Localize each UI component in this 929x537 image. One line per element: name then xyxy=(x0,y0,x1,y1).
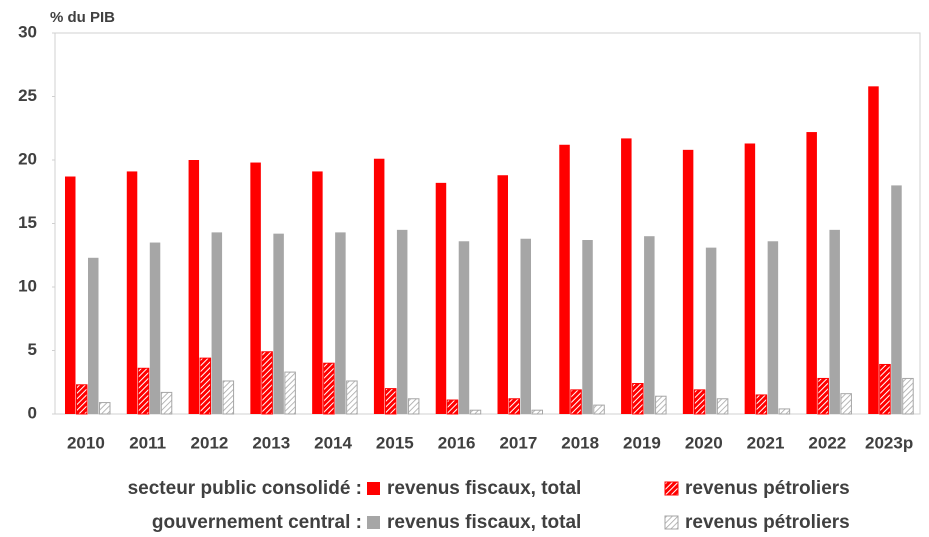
bar xyxy=(497,175,508,414)
plot-border xyxy=(54,32,921,415)
bar xyxy=(644,236,655,414)
bar xyxy=(88,257,99,414)
bar xyxy=(621,138,632,414)
bar xyxy=(323,362,335,415)
x-tick-label: 2017 xyxy=(499,433,537,452)
x-tick-label: 2014 xyxy=(314,433,352,452)
bar xyxy=(99,402,111,415)
bar xyxy=(65,176,76,414)
bar xyxy=(559,144,570,414)
x-tick-label: 2013 xyxy=(252,433,290,452)
bar xyxy=(284,371,296,415)
bar xyxy=(446,399,459,415)
bar xyxy=(469,409,482,415)
bar xyxy=(149,242,161,414)
bar xyxy=(520,238,531,414)
legend-swatch xyxy=(367,482,380,495)
bar xyxy=(655,395,667,415)
legend-swatch xyxy=(664,481,679,496)
bar xyxy=(211,232,223,414)
y-tick-label: 25 xyxy=(18,86,37,105)
x-tick-label: 2010 xyxy=(67,433,105,452)
y-tick-label: 15 xyxy=(18,213,37,232)
bar xyxy=(767,241,779,414)
bar xyxy=(705,247,717,414)
bar xyxy=(570,389,582,415)
bar xyxy=(384,388,397,415)
y-tick-label: 20 xyxy=(18,149,37,168)
bar xyxy=(199,357,212,415)
bar xyxy=(879,363,891,415)
bar xyxy=(373,158,385,414)
bar xyxy=(778,408,791,415)
bar xyxy=(829,229,840,414)
x-tick-label: 2015 xyxy=(376,433,414,452)
bar xyxy=(188,160,200,414)
legend-label: revenus pétroliers xyxy=(685,478,850,499)
bar xyxy=(806,132,817,414)
bar xyxy=(396,229,408,414)
y-tick-label: 0 xyxy=(28,403,37,422)
legend-group-label: secteur public consolidé : xyxy=(128,478,362,499)
bar xyxy=(76,384,88,415)
bar xyxy=(335,232,346,414)
bar xyxy=(508,398,520,415)
bar xyxy=(632,383,644,415)
x-tick-label: 2018 xyxy=(561,433,599,452)
bar xyxy=(582,240,593,414)
x-tick-label: 2020 xyxy=(685,433,723,452)
bar xyxy=(716,398,729,415)
bar xyxy=(891,185,902,414)
legend-swatch xyxy=(367,516,380,529)
bar xyxy=(531,409,543,415)
bar xyxy=(407,398,420,415)
bar xyxy=(868,86,879,414)
bar xyxy=(126,171,138,414)
bar xyxy=(593,404,605,415)
x-tick-label: 2022 xyxy=(808,433,846,452)
x-tick-label: 2012 xyxy=(191,433,229,452)
legend-label: revenus pétroliers xyxy=(685,512,850,533)
x-tick-label: 2011 xyxy=(129,433,166,452)
x-tick-label: 2023p xyxy=(865,433,913,452)
x-tick-label: 2019 xyxy=(623,433,661,452)
bar xyxy=(137,367,150,415)
bar xyxy=(682,149,694,414)
legend-label: revenus fiscaux, total xyxy=(387,512,581,533)
legend-swatch xyxy=(664,515,679,530)
bar xyxy=(222,380,235,415)
legend-label: revenus fiscaux, total xyxy=(387,478,581,499)
bar xyxy=(693,389,706,415)
bar xyxy=(744,143,756,415)
bar xyxy=(840,393,852,415)
y-tick-label: 10 xyxy=(18,276,37,295)
x-tick-label: 2021 xyxy=(747,433,785,452)
bar xyxy=(817,377,829,415)
chart-title: % du PIB xyxy=(50,9,115,26)
bar xyxy=(261,351,273,415)
bar xyxy=(160,391,173,415)
y-tick-label: 5 xyxy=(28,340,37,359)
bar xyxy=(273,233,284,414)
bar xyxy=(346,380,358,415)
x-tick-label: 2016 xyxy=(438,433,476,452)
bar xyxy=(755,394,768,415)
legend-group-label: gouvernement central : xyxy=(152,512,362,533)
bar xyxy=(902,377,914,415)
bar xyxy=(250,162,261,414)
bar xyxy=(435,182,447,414)
bar xyxy=(458,241,470,414)
y-tick-label: 30 xyxy=(18,22,37,41)
bar xyxy=(312,171,323,414)
